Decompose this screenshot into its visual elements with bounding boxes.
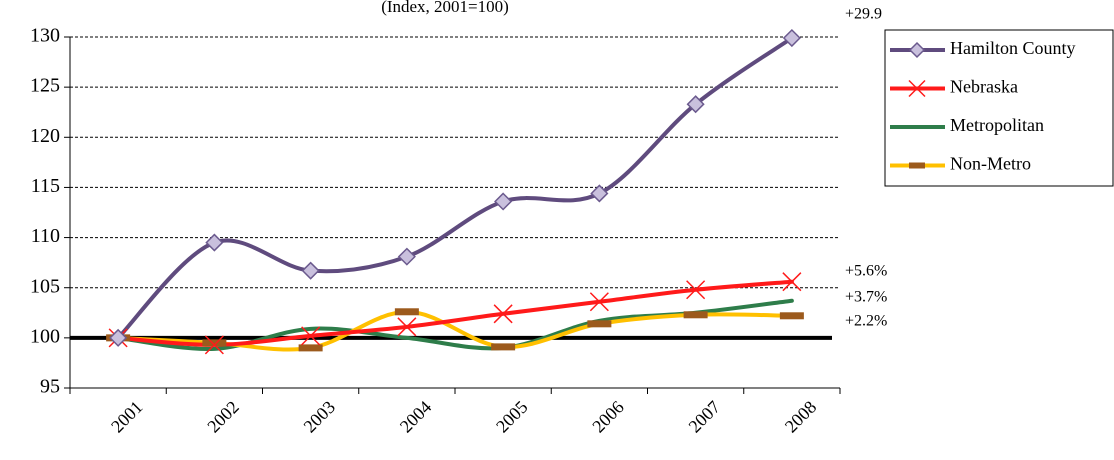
marker bbox=[204, 335, 224, 355]
x-tick-label: 2006 bbox=[588, 397, 628, 437]
marker bbox=[109, 328, 128, 347]
marker bbox=[683, 311, 708, 319]
x-tick-label: 2002 bbox=[203, 397, 243, 437]
y-tick-label: 120 bbox=[30, 125, 60, 147]
legend-marker bbox=[908, 41, 926, 59]
marker bbox=[205, 233, 224, 252]
marker bbox=[782, 28, 801, 48]
y-tick-label: 95 bbox=[40, 376, 60, 398]
marker bbox=[494, 192, 513, 211]
marker bbox=[298, 344, 323, 352]
marker bbox=[779, 312, 804, 320]
marker bbox=[301, 326, 321, 346]
series-line bbox=[116, 36, 794, 340]
x-tick-label: 2005 bbox=[492, 397, 532, 437]
legend-label: Nebraska bbox=[950, 77, 1018, 97]
marker bbox=[394, 308, 419, 316]
x-tick-label: 2001 bbox=[107, 397, 147, 437]
legend-marker bbox=[908, 79, 926, 98]
marker bbox=[686, 280, 706, 300]
annotation: +5.6% bbox=[845, 263, 887, 280]
y-tick-label: 130 bbox=[30, 25, 60, 47]
y-tick-label: 105 bbox=[30, 275, 60, 297]
legend-marker bbox=[909, 162, 925, 169]
marker bbox=[491, 343, 516, 351]
legend-label: Metropolitan bbox=[950, 115, 1044, 135]
marker bbox=[202, 339, 227, 347]
marker bbox=[397, 317, 417, 337]
marker bbox=[686, 95, 705, 114]
annotation: +3.7% bbox=[845, 289, 887, 306]
marker bbox=[301, 261, 320, 280]
x-tick-label: 2004 bbox=[396, 397, 436, 437]
marker bbox=[397, 247, 416, 266]
marker bbox=[589, 292, 609, 312]
x-tick-label: 2003 bbox=[300, 397, 340, 437]
y-tick-label: 115 bbox=[31, 175, 60, 197]
x-tick-label: 2008 bbox=[781, 397, 821, 437]
marker bbox=[782, 272, 802, 292]
legend-label: Hamilton County bbox=[950, 38, 1076, 58]
legend-box bbox=[884, 29, 1114, 187]
y-tick-label: 110 bbox=[31, 225, 60, 247]
legend-label: Non-Metro bbox=[950, 154, 1031, 174]
marker bbox=[590, 184, 609, 203]
y-tick-label: 125 bbox=[30, 75, 60, 97]
marker bbox=[587, 320, 612, 328]
annotation: +2.2% bbox=[845, 313, 887, 330]
y-tick-label: 100 bbox=[30, 325, 60, 347]
marker bbox=[493, 304, 513, 324]
chart-subtitle: (Index, 2001=100) bbox=[381, 0, 509, 16]
annotation: +29.9 bbox=[845, 6, 882, 23]
x-tick-label: 2007 bbox=[685, 397, 725, 437]
